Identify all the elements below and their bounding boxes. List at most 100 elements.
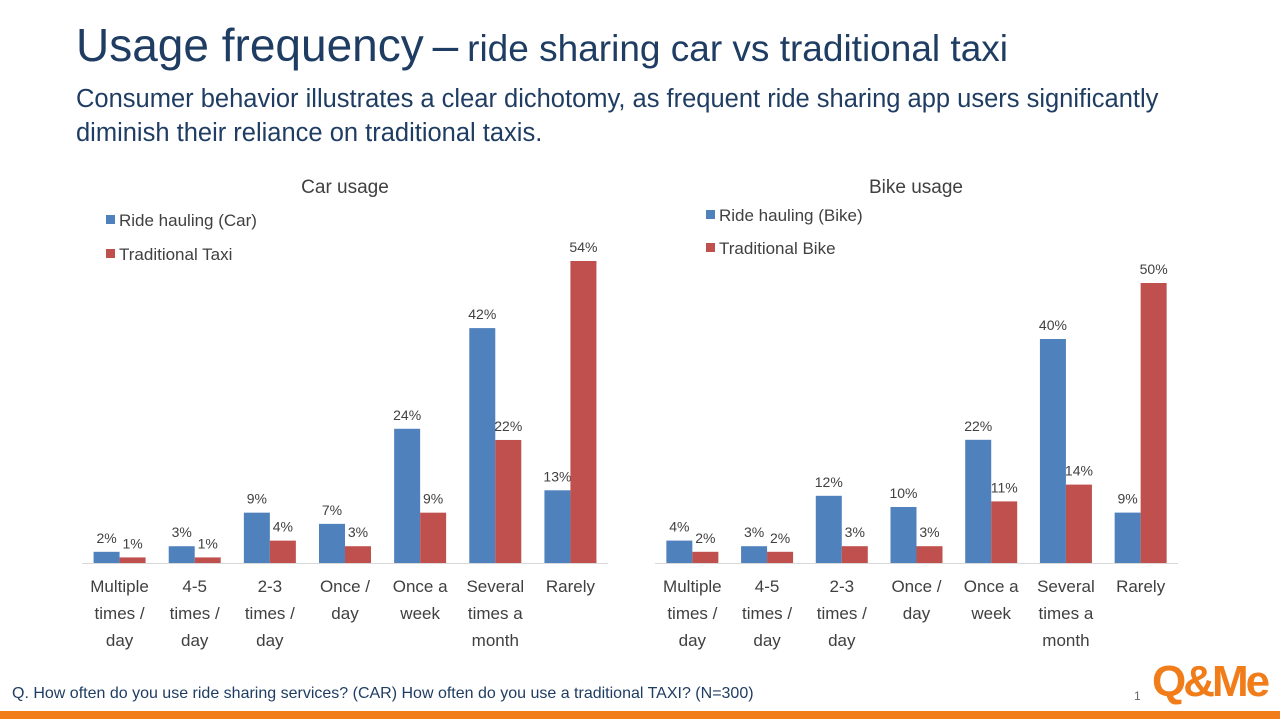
data-label: 4% bbox=[669, 519, 689, 535]
category-label: Several bbox=[1037, 577, 1095, 596]
category-label: 2-3 bbox=[258, 577, 283, 596]
category-label: Once / bbox=[891, 577, 941, 596]
category-label: Multiple bbox=[90, 577, 149, 596]
bar bbox=[815, 495, 842, 563]
category-label: 4-5 bbox=[755, 577, 780, 596]
data-label: 3% bbox=[172, 524, 192, 540]
legend-swatch bbox=[106, 249, 115, 258]
data-label: 24% bbox=[393, 407, 421, 423]
bar bbox=[420, 512, 447, 563]
bar bbox=[1039, 339, 1066, 563]
legend-label: Traditional Bike bbox=[719, 239, 836, 258]
bar bbox=[269, 540, 296, 563]
bar bbox=[93, 551, 120, 563]
category-label: day bbox=[331, 604, 359, 623]
bar bbox=[965, 439, 992, 563]
data-label: 14% bbox=[1065, 463, 1093, 479]
category-label: month bbox=[472, 631, 519, 650]
bar bbox=[119, 557, 146, 563]
data-label: 13% bbox=[543, 468, 571, 484]
category-label: day bbox=[181, 631, 209, 650]
bar bbox=[890, 507, 917, 563]
data-label: 9% bbox=[1118, 491, 1138, 507]
category-label: times / bbox=[245, 604, 295, 623]
data-label: 22% bbox=[964, 418, 992, 434]
chart-title: Car usage bbox=[301, 177, 389, 198]
data-label: 3% bbox=[348, 524, 368, 540]
title-separator: – bbox=[432, 19, 459, 71]
category-label: week bbox=[970, 604, 1011, 623]
data-label: 50% bbox=[1140, 261, 1168, 277]
category-label: day bbox=[828, 631, 856, 650]
bar bbox=[767, 551, 794, 563]
data-label: 40% bbox=[1039, 317, 1067, 333]
category-label: times / bbox=[170, 604, 220, 623]
data-label: 22% bbox=[494, 418, 522, 434]
bar bbox=[1065, 484, 1092, 563]
bar bbox=[194, 557, 221, 563]
category-label: Rarely bbox=[546, 577, 596, 596]
legend-swatch bbox=[106, 215, 115, 224]
category-label: day bbox=[256, 631, 284, 650]
slide-subtitle: Consumer behavior illustrates a clear di… bbox=[76, 85, 1159, 147]
data-label: 12% bbox=[815, 474, 843, 490]
category-label: times / bbox=[742, 604, 792, 623]
title-sub: ride sharing car vs traditional taxi bbox=[467, 28, 1008, 69]
bar bbox=[841, 546, 868, 563]
footer-accent-bar bbox=[0, 711, 1280, 719]
category-label: day bbox=[753, 631, 781, 650]
data-label: 10% bbox=[889, 485, 917, 501]
bar bbox=[692, 551, 719, 563]
category-label: times a bbox=[1039, 604, 1094, 623]
category-label: week bbox=[399, 604, 440, 623]
data-label: 2% bbox=[770, 530, 790, 546]
data-label: 1% bbox=[198, 535, 218, 551]
category-label: Once / bbox=[320, 577, 370, 596]
category-label: 4-5 bbox=[182, 577, 207, 596]
title-main: Usage frequency bbox=[76, 19, 424, 71]
category-label: day bbox=[106, 631, 134, 650]
legend-swatch bbox=[706, 243, 715, 252]
data-label: 42% bbox=[468, 306, 496, 322]
slide-title: Usage frequency – ride sharing car vs tr… bbox=[76, 18, 1008, 72]
data-label: 7% bbox=[322, 502, 342, 518]
category-label: day bbox=[679, 631, 707, 650]
bar bbox=[495, 439, 522, 563]
legend-swatch bbox=[706, 210, 715, 219]
data-label: 2% bbox=[96, 530, 116, 546]
data-label: 4% bbox=[273, 519, 293, 535]
bar bbox=[168, 546, 195, 563]
category-label: times / bbox=[667, 604, 717, 623]
legend-label: Traditional Taxi bbox=[119, 245, 232, 264]
category-label: times / bbox=[817, 604, 867, 623]
data-label: 3% bbox=[845, 524, 865, 540]
legend-label: Ride hauling (Bike) bbox=[719, 206, 863, 225]
bar bbox=[741, 546, 768, 563]
category-label: Several bbox=[466, 577, 524, 596]
category-label: 2-3 bbox=[829, 577, 854, 596]
bar bbox=[570, 261, 597, 563]
category-label: day bbox=[903, 604, 931, 623]
survey-question-footnote: Q. How often do you use ride sharing ser… bbox=[12, 685, 754, 702]
bar bbox=[319, 523, 345, 563]
data-label: 2% bbox=[695, 530, 715, 546]
brand-logo: Q&Me bbox=[1152, 657, 1270, 706]
data-label: 3% bbox=[744, 524, 764, 540]
bar bbox=[1140, 283, 1167, 563]
chart-title: Bike usage bbox=[869, 177, 963, 198]
bar bbox=[1114, 512, 1141, 563]
category-label: times a bbox=[468, 604, 523, 623]
bar bbox=[991, 501, 1018, 563]
data-label: 1% bbox=[122, 535, 142, 551]
bar bbox=[544, 490, 571, 563]
bar bbox=[243, 512, 270, 563]
category-label: times / bbox=[95, 604, 145, 623]
category-label: Once a bbox=[964, 577, 1019, 596]
bar bbox=[666, 540, 693, 563]
category-label: month bbox=[1042, 631, 1089, 650]
category-label: Rarely bbox=[1116, 577, 1166, 596]
bar bbox=[394, 428, 421, 563]
data-label: 11% bbox=[991, 479, 1018, 495]
bar bbox=[345, 546, 371, 563]
